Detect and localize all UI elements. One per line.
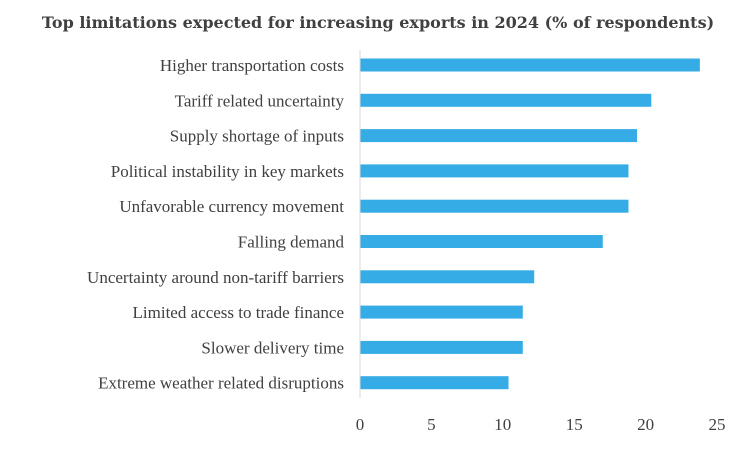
x-tick-label: 15 bbox=[566, 415, 583, 434]
category-label: Higher transportation costs bbox=[160, 56, 344, 75]
bar bbox=[360, 376, 509, 390]
category-label: Unfavorable currency movement bbox=[119, 197, 344, 216]
category-label: Uncertainty around non-tariff barriers bbox=[87, 268, 344, 287]
category-labels-group: Higher transportation costs Tariff relate… bbox=[87, 56, 344, 393]
bar bbox=[360, 164, 629, 178]
bar bbox=[360, 340, 523, 354]
x-tick-label: 20 bbox=[637, 415, 654, 434]
category-label: Slower delivery time bbox=[201, 338, 344, 357]
bar bbox=[360, 58, 700, 72]
bar bbox=[360, 270, 535, 284]
x-tick-label: 0 bbox=[356, 415, 365, 434]
x-tick-labels-group: 0 5 10 15 20 25 bbox=[356, 415, 726, 434]
bar bbox=[360, 129, 638, 143]
category-label: Supply shortage of inputs bbox=[170, 127, 344, 146]
category-label: Extreme weather related disruptions bbox=[98, 374, 344, 393]
category-label: Falling demand bbox=[238, 233, 345, 252]
category-label: Political instability in key markets bbox=[111, 162, 344, 181]
x-tick-label: 5 bbox=[427, 415, 436, 434]
category-label: Limited access to trade finance bbox=[133, 303, 344, 322]
x-tick-label: 10 bbox=[494, 415, 511, 434]
bar bbox=[360, 199, 629, 213]
chart-title: Top limitations expected for increasing … bbox=[42, 13, 714, 32]
bar bbox=[360, 305, 523, 319]
bar bbox=[360, 93, 652, 107]
x-tick-label: 25 bbox=[709, 415, 726, 434]
category-label: Tariff related uncertainty bbox=[175, 91, 345, 110]
bars-group bbox=[360, 58, 700, 390]
bar bbox=[360, 235, 603, 248]
